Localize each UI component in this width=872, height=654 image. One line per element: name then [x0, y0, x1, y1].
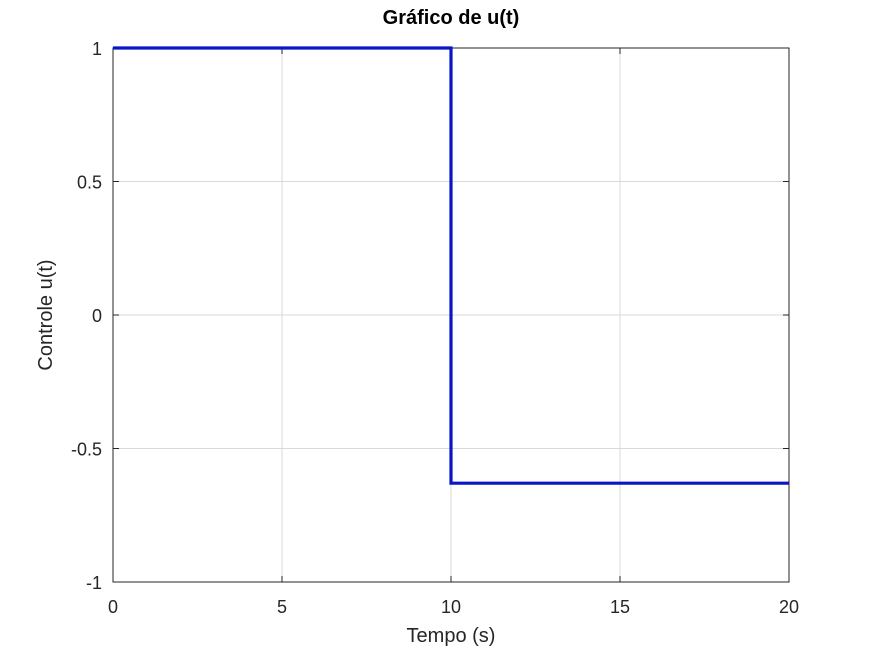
series-line [113, 46, 789, 485]
x-tick-label: 15 [610, 597, 630, 617]
series [113, 46, 789, 485]
ticks: 0 5 10 15 20 -1 -0.5 0 0.5 1 [71, 39, 799, 617]
x-tick-label: 5 [277, 597, 287, 617]
y-tick-label: 1 [92, 39, 102, 59]
chart-title: Gráfico de u(t) [383, 7, 520, 29]
y-tick-label: -0.5 [71, 440, 102, 460]
x-axis-label: Tempo (s) [407, 625, 496, 647]
y-axis-label: Controle u(t) [35, 259, 57, 370]
y-tick-label: 0.5 [77, 173, 102, 193]
x-tick-label: 10 [441, 597, 461, 617]
x-tick-label: 0 [108, 597, 118, 617]
x-tick-label: 20 [779, 597, 799, 617]
y-tick-label: -1 [86, 573, 102, 593]
y-tick-label: 0 [92, 306, 102, 326]
